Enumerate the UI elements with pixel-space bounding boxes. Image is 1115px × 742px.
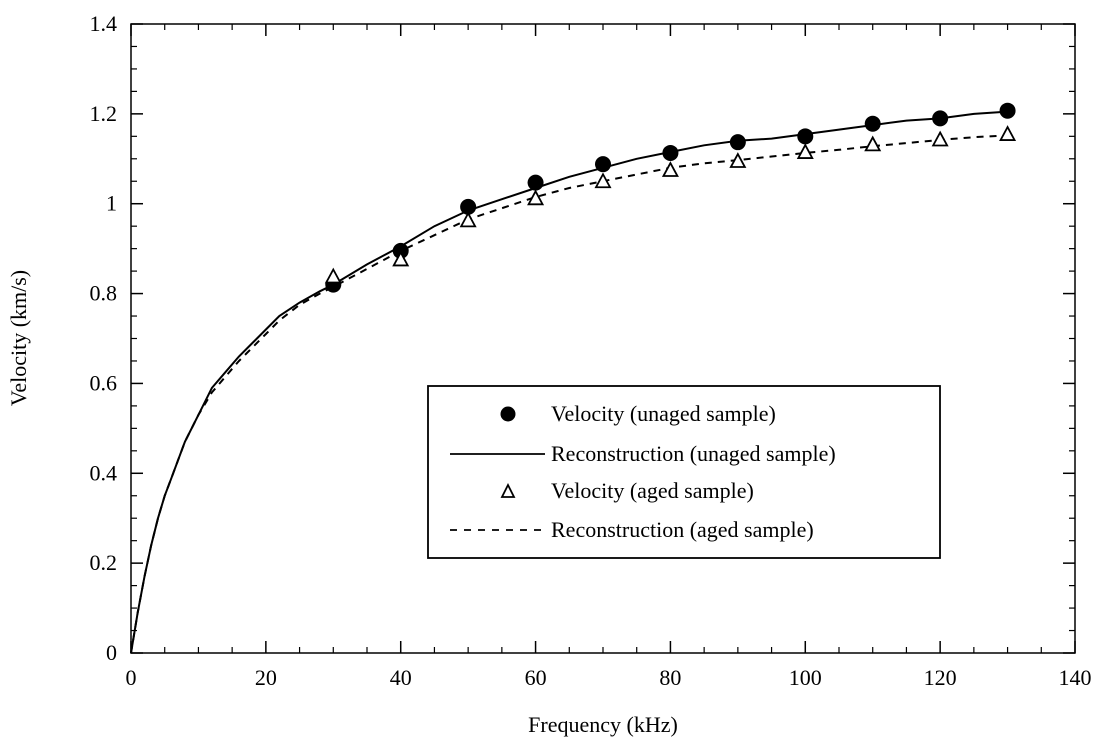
legend-label-unaged-velocity: Velocity (unaged sample) <box>551 401 776 426</box>
legend-label-aged-reconstruction: Reconstruction (aged sample) <box>551 517 814 542</box>
aged-velocity-point <box>729 152 747 168</box>
series-markers <box>324 102 1017 293</box>
aged-reconstruction-line <box>130 134 1008 654</box>
x-tick-label: 0 <box>126 665 137 690</box>
unaged-reconstruction-line <box>130 110 1008 654</box>
y-tick-label: 0 <box>106 640 117 665</box>
aged-velocity-point <box>392 250 410 267</box>
aged-velocity-point <box>796 143 814 159</box>
y-tick-label: 0.4 <box>90 460 118 485</box>
x-tick-label: 60 <box>525 665 547 690</box>
y-tick-label: 0.6 <box>90 370 118 395</box>
unaged-velocity-point <box>662 144 679 161</box>
x-tick-label: 80 <box>659 665 681 690</box>
y-tick-labels: 0 0.2 0.4 0.6 0.8 1 1.2 1.4 <box>90 11 118 665</box>
x-tick-label: 120 <box>924 665 957 690</box>
series-lines <box>130 110 1008 654</box>
unaged-velocity-point <box>864 115 881 132</box>
aged-velocity-point <box>324 267 342 284</box>
aged-velocity-point <box>527 189 545 206</box>
y-tick-label: 1 <box>106 191 117 216</box>
x-tick-label: 40 <box>390 665 412 690</box>
y-tick-label: 1.4 <box>90 11 118 36</box>
y-axis-title: Velocity (km/s) <box>6 270 31 406</box>
y-tick-label: 0.2 <box>90 550 118 575</box>
aged-velocity-point <box>864 135 882 152</box>
unaged-velocity-point <box>797 128 814 145</box>
legend-label-unaged-reconstruction: Reconstruction (unaged sample) <box>551 441 836 466</box>
unaged-velocity-point <box>460 198 477 215</box>
aged-velocity-point <box>999 125 1017 141</box>
unaged-velocity-point <box>527 174 544 191</box>
aged-velocity-point <box>931 130 949 147</box>
legend-label-aged-velocity: Velocity (aged sample) <box>551 478 754 503</box>
unaged-velocity-point <box>932 110 949 127</box>
x-axis-title: Frequency (kHz) <box>528 712 678 737</box>
legend-marker-aged-velocity <box>500 482 516 498</box>
unaged-velocity-point <box>729 134 746 151</box>
x-tick-label: 140 <box>1059 665 1092 690</box>
legend-marker-unaged-velocity <box>500 406 516 422</box>
aged-velocity-point <box>594 172 612 189</box>
aged-velocity-point <box>459 211 477 228</box>
legend: Velocity (unaged sample) Reconstruction … <box>427 385 941 559</box>
y-tick-label: 0.8 <box>90 281 118 306</box>
unaged-velocity-point <box>999 102 1016 119</box>
aged-velocity-point <box>661 161 679 177</box>
x-tick-labels: 0 20 40 60 80 100 120 140 <box>126 665 1092 690</box>
y-tick-label: 1.2 <box>90 101 118 126</box>
x-tick-label: 20 <box>255 665 277 690</box>
unaged-velocity-point <box>595 156 611 173</box>
axis-ticks <box>130 23 1076 654</box>
x-tick-label: 100 <box>789 665 822 690</box>
